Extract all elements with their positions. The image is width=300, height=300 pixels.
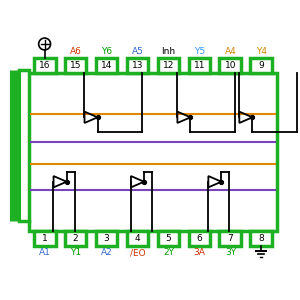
Bar	[127, 231, 148, 246]
Text: 9: 9	[259, 61, 264, 70]
Text: 7: 7	[227, 234, 233, 243]
Text: A5: A5	[132, 47, 143, 56]
Bar	[220, 58, 241, 73]
Bar	[188, 231, 210, 246]
Text: A1: A1	[39, 248, 50, 257]
Bar	[250, 231, 272, 246]
Text: Y5: Y5	[194, 47, 205, 56]
Bar	[34, 231, 56, 246]
Text: A2: A2	[101, 248, 112, 257]
Text: 14: 14	[101, 61, 112, 70]
Bar	[65, 58, 86, 73]
Text: 15: 15	[70, 61, 81, 70]
Bar	[220, 231, 241, 246]
Text: 3A: 3A	[194, 248, 206, 257]
Text: 10: 10	[225, 61, 236, 70]
Text: 4: 4	[135, 234, 140, 243]
Bar	[158, 58, 179, 73]
Text: 1: 1	[42, 234, 47, 243]
Text: 12: 12	[163, 61, 174, 70]
Bar	[96, 58, 117, 73]
Text: 3Y: 3Y	[225, 248, 236, 257]
Bar	[127, 58, 148, 73]
Text: Inh: Inh	[161, 47, 176, 56]
Text: 16: 16	[39, 61, 50, 70]
Bar	[34, 58, 56, 73]
Bar	[29, 73, 277, 231]
Bar	[65, 231, 86, 246]
Text: /EO: /EO	[130, 248, 145, 257]
Text: 13: 13	[132, 61, 143, 70]
Bar	[188, 58, 210, 73]
Text: 2Y: 2Y	[163, 248, 174, 257]
Text: Y1: Y1	[70, 248, 81, 257]
Bar	[158, 231, 179, 246]
Text: A6: A6	[70, 47, 82, 56]
Text: 8: 8	[259, 234, 264, 243]
Text: Y6: Y6	[101, 47, 112, 56]
Bar	[250, 58, 272, 73]
Text: Y4: Y4	[256, 47, 267, 56]
Text: 3: 3	[104, 234, 110, 243]
Text: 6: 6	[196, 234, 202, 243]
Text: A4: A4	[224, 47, 236, 56]
Text: 5: 5	[166, 234, 171, 243]
Bar	[96, 231, 117, 246]
Text: 2: 2	[73, 234, 78, 243]
Text: 11: 11	[194, 61, 205, 70]
